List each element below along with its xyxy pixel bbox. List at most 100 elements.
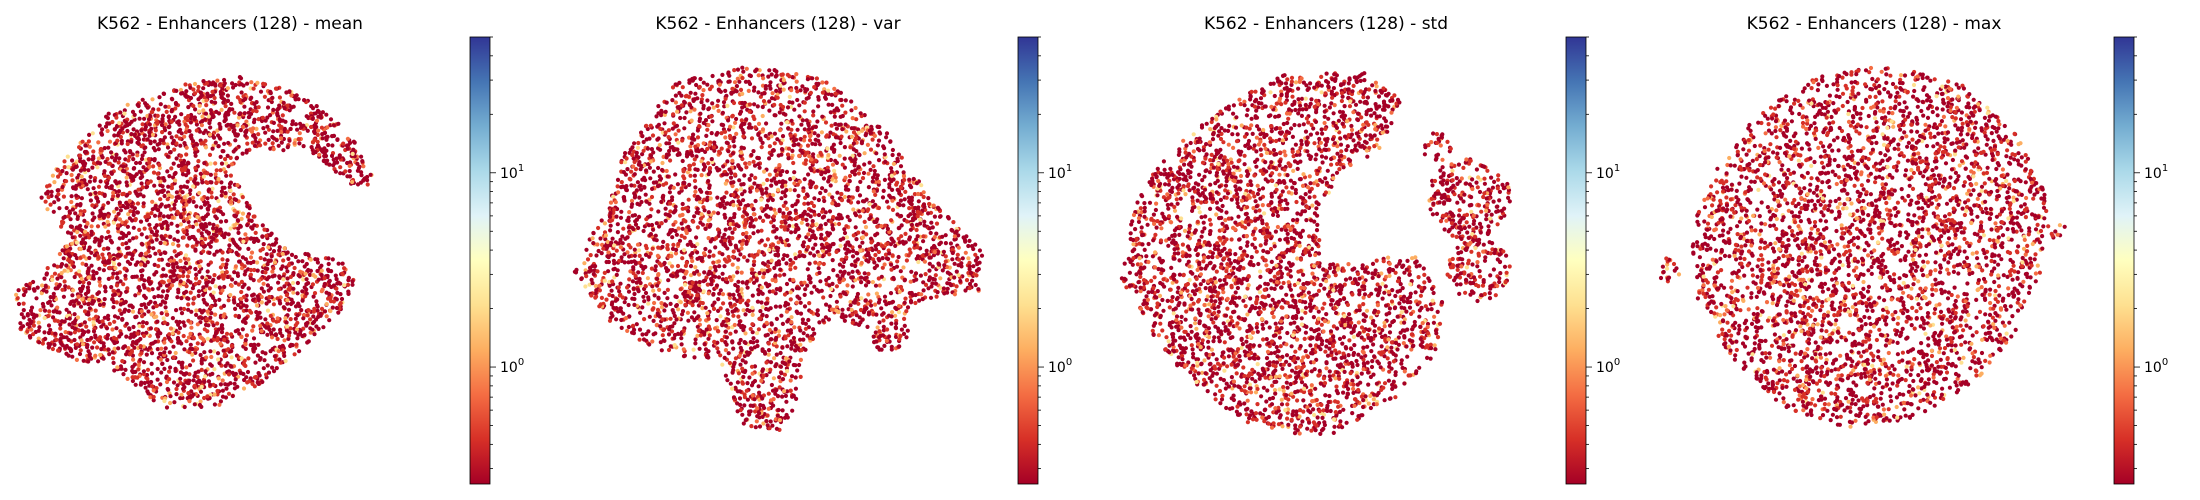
scatter-point (46, 323, 52, 328)
scatter-point (717, 291, 722, 296)
scatter-point (64, 307, 69, 312)
scatter-point (254, 310, 259, 315)
scatter-point (137, 324, 142, 329)
scatter-point (182, 184, 187, 189)
scatter-point (81, 358, 86, 363)
scatter-point (201, 249, 206, 254)
scatter-point (114, 152, 119, 157)
scatter-point (320, 136, 325, 141)
scatter-point (140, 153, 145, 158)
scatter-point (902, 316, 907, 321)
scatter-point (219, 180, 224, 185)
scatter-point (614, 306, 619, 311)
scatter-point (340, 271, 345, 276)
scatter-point (25, 329, 30, 334)
scatter-point (158, 240, 163, 245)
scatter-point (304, 287, 309, 292)
scatter-point (161, 316, 166, 321)
scatter-point (261, 366, 266, 371)
scatter-point (350, 151, 355, 156)
scatter-point (304, 277, 309, 282)
scatter-point (803, 287, 808, 292)
scatter-point (305, 340, 310, 345)
scatter-point (48, 202, 53, 207)
scatter-point (126, 346, 131, 351)
scatter-point (326, 268, 331, 273)
scatter-point (142, 263, 147, 268)
scatter-point (206, 114, 211, 119)
scatter-point (304, 123, 309, 128)
scatter-point (833, 122, 838, 127)
scatter-point (918, 273, 923, 278)
scatter-point (114, 300, 119, 305)
scatter-point (322, 153, 327, 159)
scatter-point (909, 269, 914, 274)
scatter-point (104, 235, 109, 241)
scatter-point (614, 272, 619, 277)
scatter-point (857, 193, 863, 198)
scatter-point (781, 256, 786, 262)
scatter-point (203, 322, 209, 327)
scatter-point (203, 145, 208, 150)
scatter-point (216, 376, 221, 381)
scatter-point (155, 366, 160, 372)
scatter-point (800, 216, 805, 221)
scatter-point (174, 392, 179, 397)
scatter-point (241, 386, 247, 391)
scatter-point (186, 391, 191, 396)
scatter-point (689, 315, 694, 320)
scatter-point (268, 113, 273, 118)
scatter-point (926, 196, 931, 201)
scatter-point (310, 116, 315, 121)
scatter-point (182, 141, 187, 146)
scatter-point (103, 260, 108, 265)
scatter-point (350, 282, 355, 287)
scatter-point (101, 356, 106, 361)
scatter-point (251, 324, 256, 329)
chart-title: K562 - Enhancers (128) - var (655, 14, 900, 34)
scatter-point (736, 314, 741, 319)
scatter-point (288, 274, 293, 279)
scatter-point (877, 320, 882, 325)
scatter-point (286, 336, 291, 341)
scatter-point (322, 276, 327, 281)
scatter-point (271, 302, 276, 307)
scatter-point (277, 275, 282, 280)
scatter-point (217, 285, 222, 290)
scatter-point (209, 190, 214, 195)
scatter-point (316, 128, 321, 133)
scatter-point (345, 174, 350, 179)
scatter-point (145, 376, 150, 381)
scatter-point (177, 274, 182, 279)
scatter-point (275, 316, 280, 321)
scatter-point (659, 221, 664, 226)
scatter-point (761, 181, 766, 186)
scatter-point (821, 295, 826, 300)
scatter-point (346, 275, 351, 280)
scatter-point (52, 318, 58, 323)
scatter-point (256, 296, 261, 302)
scatter-point (95, 345, 100, 350)
scatter-point (783, 193, 788, 199)
scatter-point (123, 273, 128, 278)
scatter-point (150, 239, 155, 244)
scatter-point (187, 399, 192, 404)
scatter-point (251, 108, 256, 113)
scatter-point (702, 208, 707, 213)
scatter-point (252, 344, 257, 349)
scatter-point (325, 134, 330, 139)
scatter-point (180, 160, 185, 166)
scatter-point (320, 110, 325, 115)
scatter-point (135, 331, 140, 336)
scatter-point (144, 167, 149, 172)
scatter-point (198, 399, 203, 404)
scatter-point (221, 348, 226, 353)
scatter-point (929, 220, 934, 225)
scatter-point (326, 142, 331, 148)
scatter-point (86, 275, 91, 280)
scatter-point (52, 342, 57, 347)
scatter-point (228, 155, 233, 160)
scatter-point (109, 285, 114, 290)
scatter-point (856, 301, 861, 306)
scatter-point (193, 166, 198, 171)
